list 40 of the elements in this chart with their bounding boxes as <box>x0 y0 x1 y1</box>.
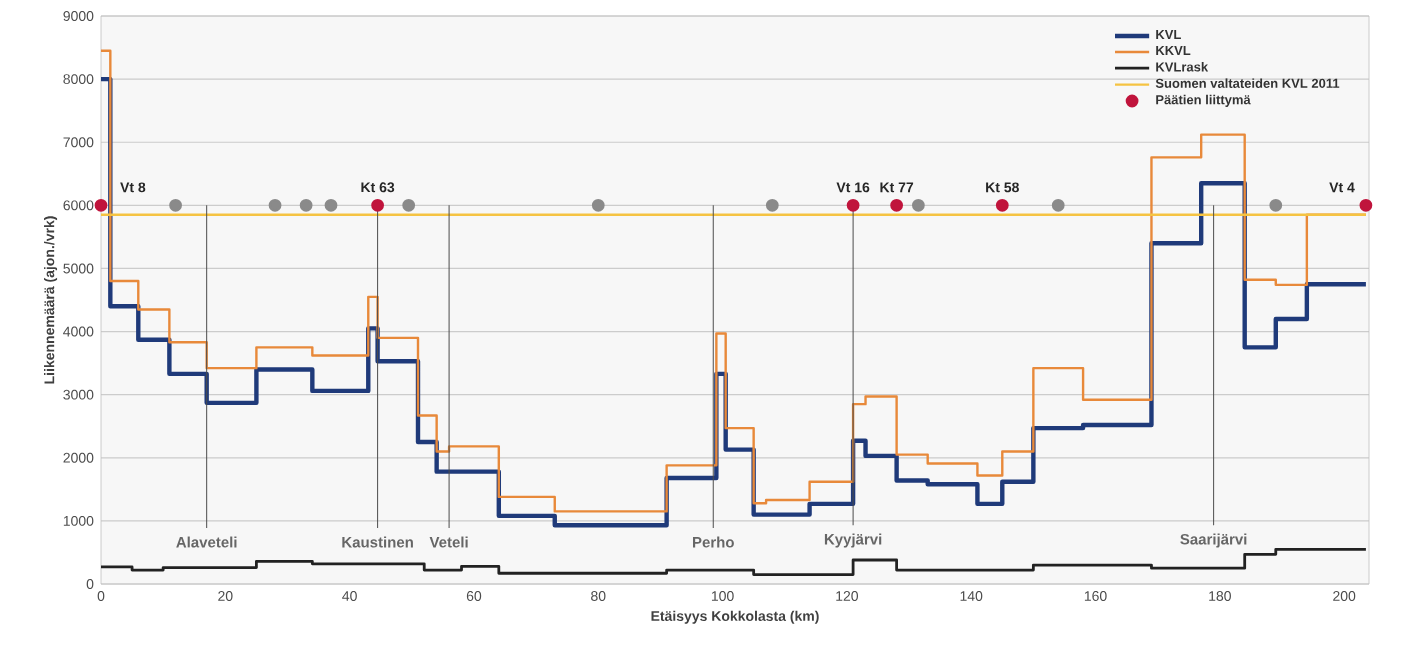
annotation: Kt 58 <box>986 182 1019 193</box>
annotation: Vt 4 <box>1329 182 1355 193</box>
annotation: Kt 63 <box>361 182 395 193</box>
x-axis-title: Etäisyys Kokkolasta (km) <box>651 610 819 624</box>
x-tick-label: 100 <box>711 591 734 601</box>
annotation: Kt 77 <box>880 182 914 193</box>
legend-label: KKVL <box>1156 46 1191 55</box>
x-tick-label: 200 <box>1333 591 1356 601</box>
x-tick-label: 60 <box>466 591 482 601</box>
y-tick-label: 3000 <box>63 389 94 400</box>
y-tick-label: 2000 <box>63 452 94 463</box>
annotation: Vt 16 <box>836 182 870 193</box>
ref-line-label: Alaveteli <box>176 536 237 548</box>
y-axis-title: Liikennemäärä (ajon./vrk) <box>44 216 58 384</box>
ref-line-label: Perho <box>693 536 734 548</box>
y-tick-label: 9000 <box>63 11 94 21</box>
y-tick-label: 4000 <box>63 326 94 337</box>
x-tick-label: 40 <box>342 591 357 601</box>
x-tick-label: 120 <box>836 591 859 601</box>
x-tick-label: 0 <box>97 591 105 601</box>
y-tick-label: 8000 <box>63 74 94 85</box>
legend-label: KVL <box>1156 30 1181 40</box>
legend-label: KVLrask <box>1156 61 1209 72</box>
y-tick-label: 6000 <box>63 200 94 211</box>
legend-label: Suomen valtateiden KVL 2011 <box>1155 78 1340 88</box>
y-tick-label: 7000 <box>63 137 94 148</box>
ref-line-label: Saarijärvi <box>1180 533 1247 548</box>
ref-line-label: Kaustinen <box>342 536 413 548</box>
legend-label: Päätien liittymä <box>1156 94 1251 107</box>
y-tick-label: 5000 <box>63 263 94 274</box>
y-tick-label: 0 <box>86 579 94 589</box>
annotation: Vt 8 <box>120 182 146 193</box>
x-tick-label: 160 <box>1084 591 1107 601</box>
y-tick-label: 1000 <box>63 515 94 526</box>
x-tick-label: 80 <box>591 591 606 601</box>
x-tick-label: 140 <box>960 591 983 601</box>
ref-line-label: Veteli <box>429 536 468 548</box>
ref-line-label: Kyyjärvi <box>824 533 882 548</box>
x-tick-label: 180 <box>1209 591 1231 601</box>
x-tick-label: 20 <box>218 591 233 601</box>
